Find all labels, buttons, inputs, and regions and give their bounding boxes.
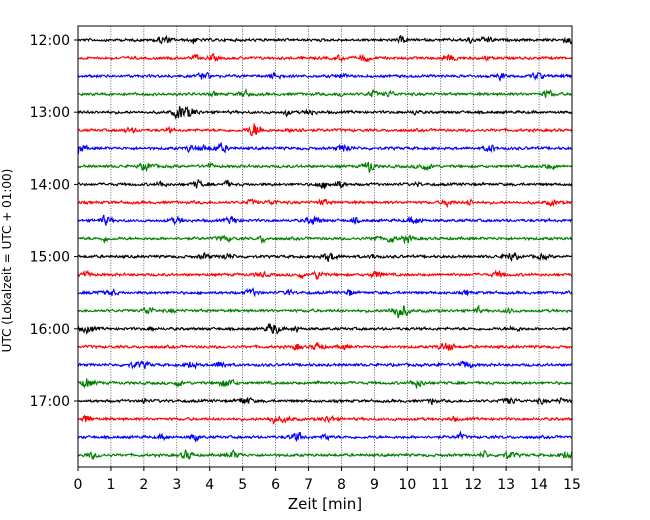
trace-1645 <box>77 378 573 390</box>
x-tick-label: 10 <box>398 477 416 493</box>
trace-1515 <box>77 269 573 280</box>
x-tick-label: 6 <box>271 477 280 493</box>
y-axis-label: UTC (Lokalzeit = UTC + 01:00) <box>0 169 14 353</box>
y-tick-label: 15:00 <box>30 250 70 266</box>
y-tick-label: 14:00 <box>30 177 70 193</box>
tick-layer: 0 1 2 3 4 5 6 7 8 9 10 11 12 13 14 1512:0013:0014:0015:… <box>30 33 581 493</box>
trace-1715 <box>77 414 573 425</box>
grid-layer <box>110 26 540 467</box>
trace-1400 <box>77 178 573 190</box>
trace-1200 <box>77 34 573 45</box>
trace-1600 <box>77 323 573 336</box>
trace-layer <box>77 34 573 461</box>
x-tick-label: 8 <box>337 477 346 493</box>
y-tick-label: 13:00 <box>30 105 70 121</box>
trace-1245 <box>77 87 573 98</box>
trace-1630 <box>77 360 573 370</box>
x-tick-label: 13 <box>497 477 515 493</box>
trace-1700 <box>77 396 573 406</box>
trace-1545 <box>77 304 573 319</box>
y-tick-label: 17:00 <box>30 394 70 410</box>
trace-1730 <box>77 430 573 443</box>
x-tick-label: 2 <box>139 477 148 493</box>
plot-frame <box>77 25 573 468</box>
trace-1230 <box>77 71 573 83</box>
trace-1500 <box>77 251 573 262</box>
x-tick-label: 7 <box>304 477 313 493</box>
x-tick-label: 12 <box>464 477 482 493</box>
trace-1415 <box>77 198 573 209</box>
trace-1615 <box>77 341 573 351</box>
x-tick-label: 15 <box>563 477 581 493</box>
x-tick-label: 14 <box>530 477 548 493</box>
x-tick-label: 4 <box>205 477 214 493</box>
trace-1330 <box>77 142 573 155</box>
trace-1215 <box>77 53 573 63</box>
x-tick-label: 3 <box>172 477 181 493</box>
trace-1445 <box>77 234 573 245</box>
y-tick-label: 12:00 <box>30 33 70 49</box>
y-tick-label: 16:00 <box>30 322 70 338</box>
x-tick-label: 1 <box>106 477 115 493</box>
trace-1430 <box>77 214 573 226</box>
trace-1530 <box>77 287 573 298</box>
trace-1315 <box>77 123 573 137</box>
x-tick-label: 5 <box>238 477 247 493</box>
x-tick-label: 11 <box>431 477 449 493</box>
x-tick-label: 0 <box>74 477 83 493</box>
x-tick-label: 9 <box>370 477 379 493</box>
x-axis-label: Zeit [min] <box>288 495 362 513</box>
trace-1345 <box>77 161 573 173</box>
trace-1745 <box>77 448 573 461</box>
trace-1300 <box>77 105 573 120</box>
